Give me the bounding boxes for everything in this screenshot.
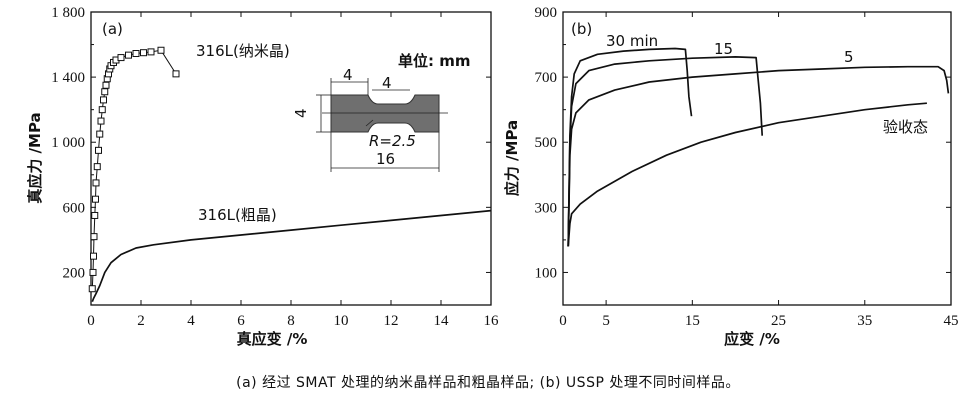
- series-line-b-0: [567, 47, 693, 247]
- data-point-a-0: [132, 50, 140, 58]
- panel-b-series: [567, 47, 950, 247]
- y-tick-label: 1 400: [51, 70, 85, 86]
- y-tick-label: 100: [535, 265, 558, 281]
- x-tick-label: 15: [685, 313, 700, 329]
- data-point-a-0: [140, 49, 147, 57]
- data-point-a-0: [91, 211, 99, 219]
- x-tick-label: 12: [384, 313, 399, 329]
- x-tick-label: 45: [944, 313, 959, 329]
- data-point-a-0: [102, 81, 110, 89]
- series-label-as-received: 验收态: [883, 118, 928, 136]
- series-label-nano: 316L(纳米晶): [196, 42, 290, 60]
- panel-b-y-ticks: 100 300 500 700 900: [535, 5, 951, 281]
- data-point-a-0: [172, 70, 180, 78]
- x-tick-label: 35: [857, 313, 872, 329]
- radius-leader: [365, 119, 374, 127]
- data-point-a-0: [92, 179, 100, 187]
- panel-a-label: (a): [102, 20, 123, 38]
- specimen-shape: [330, 94, 440, 133]
- inset-unit-label: 单位: mm: [398, 52, 470, 70]
- y-tick-label: 500: [535, 135, 558, 151]
- data-point-a-0: [101, 88, 109, 96]
- series-line-a-1: [91, 209, 492, 302]
- panel-b-label: (b): [571, 20, 592, 38]
- y-tick-label: 700: [535, 70, 558, 86]
- series-label-5: 5: [844, 48, 854, 66]
- data-point-a-0: [97, 117, 105, 125]
- dim-text-left: 4: [343, 66, 353, 84]
- x-tick-label: 4: [187, 313, 195, 329]
- panel-b: (b) 0 5 15 25 35 45 100 300 500 700 900 应变 /% 应力 …: [503, 5, 959, 348]
- figure-caption: (a) 经过 SMAT 处理的纳米晶样品和粗晶样品; (b) USSP 处理不同…: [236, 375, 740, 391]
- x-tick-label: 5: [602, 313, 610, 329]
- dim-text-side: 4: [292, 108, 310, 118]
- series-label-30min: 30 min: [606, 32, 658, 50]
- series-label-coarse: 316L(粗晶): [198, 206, 277, 224]
- y-tick-label: 900: [535, 5, 558, 21]
- y-tick-label: 1 000: [51, 135, 85, 151]
- panel-b-x-axis-label: 应变 /%: [724, 330, 780, 348]
- series-line-b-2: [567, 65, 950, 247]
- data-point-a-0: [147, 48, 155, 56]
- panel-a-x-axis-label: 真应变 /%: [237, 330, 308, 348]
- panel-a-y-ticks: 200 600 1 000 1 400 1 800: [51, 5, 491, 281]
- specimen-inset: 单位: mm 4 4 4 R=2.5 16: [292, 52, 470, 172]
- data-point-a-0: [125, 51, 132, 59]
- x-tick-label: 0: [87, 313, 95, 329]
- x-tick-label: 14: [434, 313, 450, 329]
- data-point-a-0: [98, 106, 106, 114]
- y-tick-label: 200: [63, 265, 86, 281]
- data-point-a-0: [95, 146, 102, 154]
- series-label-15: 15: [714, 40, 733, 58]
- y-tick-label: 600: [63, 200, 86, 216]
- y-tick-label: 1 800: [51, 5, 85, 21]
- x-tick-label: 6: [237, 313, 245, 329]
- x-tick-label: 2: [137, 313, 145, 329]
- panel-b-x-ticks: 0 5 15 25 35 45: [559, 12, 959, 329]
- x-tick-label: 25: [771, 313, 786, 329]
- panel-a-x-ticks: 0 2 4 6 8 10 12 14 16: [87, 12, 499, 329]
- series-line-b-1: [567, 56, 764, 247]
- panel-a-series: [88, 46, 492, 302]
- panel-a-y-axis-label: 真应力 /MPa: [26, 112, 44, 203]
- data-point-a-0: [88, 285, 96, 293]
- data-point-a-0: [100, 96, 107, 104]
- data-point-a-0: [96, 130, 104, 138]
- y-tick-label: 300: [535, 200, 558, 216]
- data-point-a-0: [90, 252, 97, 260]
- series-line-b-3: [567, 102, 927, 247]
- data-point-a-0: [117, 54, 125, 62]
- panel-b-frame: [562, 11, 952, 306]
- data-point-a-0: [157, 46, 165, 54]
- radius-text: R=2.5: [369, 132, 416, 150]
- data-point-a-0: [93, 163, 101, 171]
- x-tick-label: 8: [287, 313, 295, 329]
- data-point-a-0: [89, 268, 97, 276]
- x-tick-label: 0: [559, 313, 567, 329]
- dim-text-length: 16: [376, 150, 395, 168]
- x-tick-label: 16: [484, 313, 500, 329]
- data-point-a-0: [90, 233, 98, 241]
- x-tick-label: 10: [334, 313, 349, 329]
- data-point-a-0: [92, 195, 99, 203]
- dim-text-top: 4: [382, 74, 392, 92]
- panel-b-y-axis-label: 应力 /MPa: [503, 120, 521, 196]
